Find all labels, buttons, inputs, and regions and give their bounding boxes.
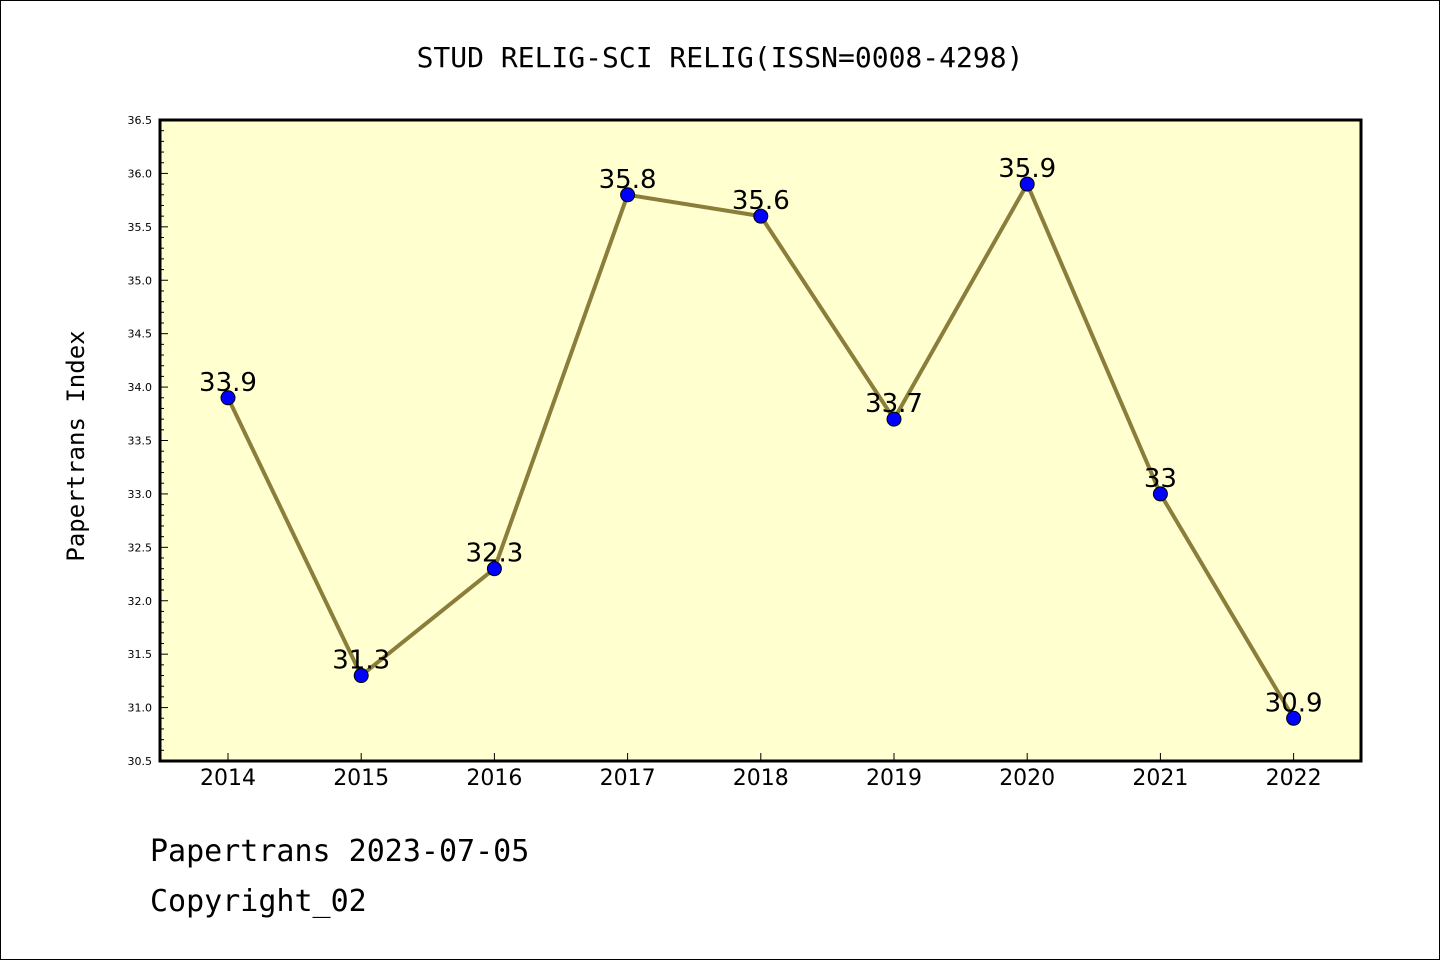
data-markers: [220, 176, 1302, 726]
y-tick-label: 31.5: [128, 648, 153, 661]
data-label: 33.7: [865, 389, 923, 419]
data-label: 32.3: [465, 539, 523, 569]
data-point: [620, 187, 636, 203]
data-point: [486, 561, 502, 577]
x-tick-label: 2015: [333, 766, 389, 791]
y-tick-label: 33.5: [128, 435, 153, 448]
x-tick-label: 2019: [866, 766, 922, 791]
data-label: 35.8: [599, 165, 657, 195]
data-label: 33.9: [199, 368, 257, 398]
x-tick-label: 2018: [733, 766, 789, 791]
data-labels: 33.9 31.3 32.3 35.8 35.6 33.7 35.9 33 30.9: [199, 154, 1322, 718]
x-tick-label: 2016: [466, 766, 522, 791]
y-tick-label: 30.5: [128, 755, 153, 768]
y-tick-label: 31.0: [128, 702, 153, 715]
data-point: [353, 668, 369, 684]
y-tick-label: 36.5: [128, 114, 153, 127]
footer-copyright: Copyright_02: [150, 884, 367, 919]
y-tick-label: 34.5: [128, 328, 153, 341]
y-tick-label: 32.5: [128, 541, 153, 554]
data-point: [1286, 710, 1302, 726]
data-point: [220, 390, 236, 406]
y-axis: 30.5 31.0 31.5 32.0 32.5 33.0 33.5 34.0 34.5 35.0…: [128, 114, 168, 768]
y-tick-label: 33.0: [128, 488, 153, 501]
data-label: 35.6: [732, 186, 790, 216]
data-label: 35.9: [998, 154, 1056, 184]
x-axis: 2014 2015 2016 2017 2018 2019 2020 2021 2022: [200, 753, 1322, 791]
chart-title: STUD RELIG-SCI RELIG(ISSN=0008-4298): [417, 41, 1024, 74]
y-tick-label: 35.5: [128, 221, 153, 234]
plot-area: [158, 118, 1363, 763]
data-label: 31.3: [332, 646, 390, 676]
footer-date: Papertrans 2023-07-05: [150, 834, 530, 869]
data-point: [886, 411, 902, 427]
x-tick-label: 2020: [999, 766, 1055, 791]
data-point: [1019, 176, 1035, 192]
y-axis-label: Papertrans Index: [62, 330, 90, 561]
data-point: [1152, 486, 1168, 502]
data-point: [753, 208, 769, 224]
y-tick-label: 35.0: [128, 274, 153, 287]
x-tick-label: 2021: [1132, 766, 1188, 791]
data-label: 33: [1144, 464, 1177, 494]
y-tick-label: 32.0: [128, 595, 153, 608]
x-tick-label: 2022: [1266, 766, 1322, 791]
x-tick-label: 2017: [600, 766, 656, 791]
y-tick-label: 36.0: [128, 167, 153, 180]
y-tick-label: 34.0: [128, 381, 153, 394]
data-label: 30.9: [1265, 688, 1323, 718]
x-tick-label: 2014: [200, 766, 256, 791]
